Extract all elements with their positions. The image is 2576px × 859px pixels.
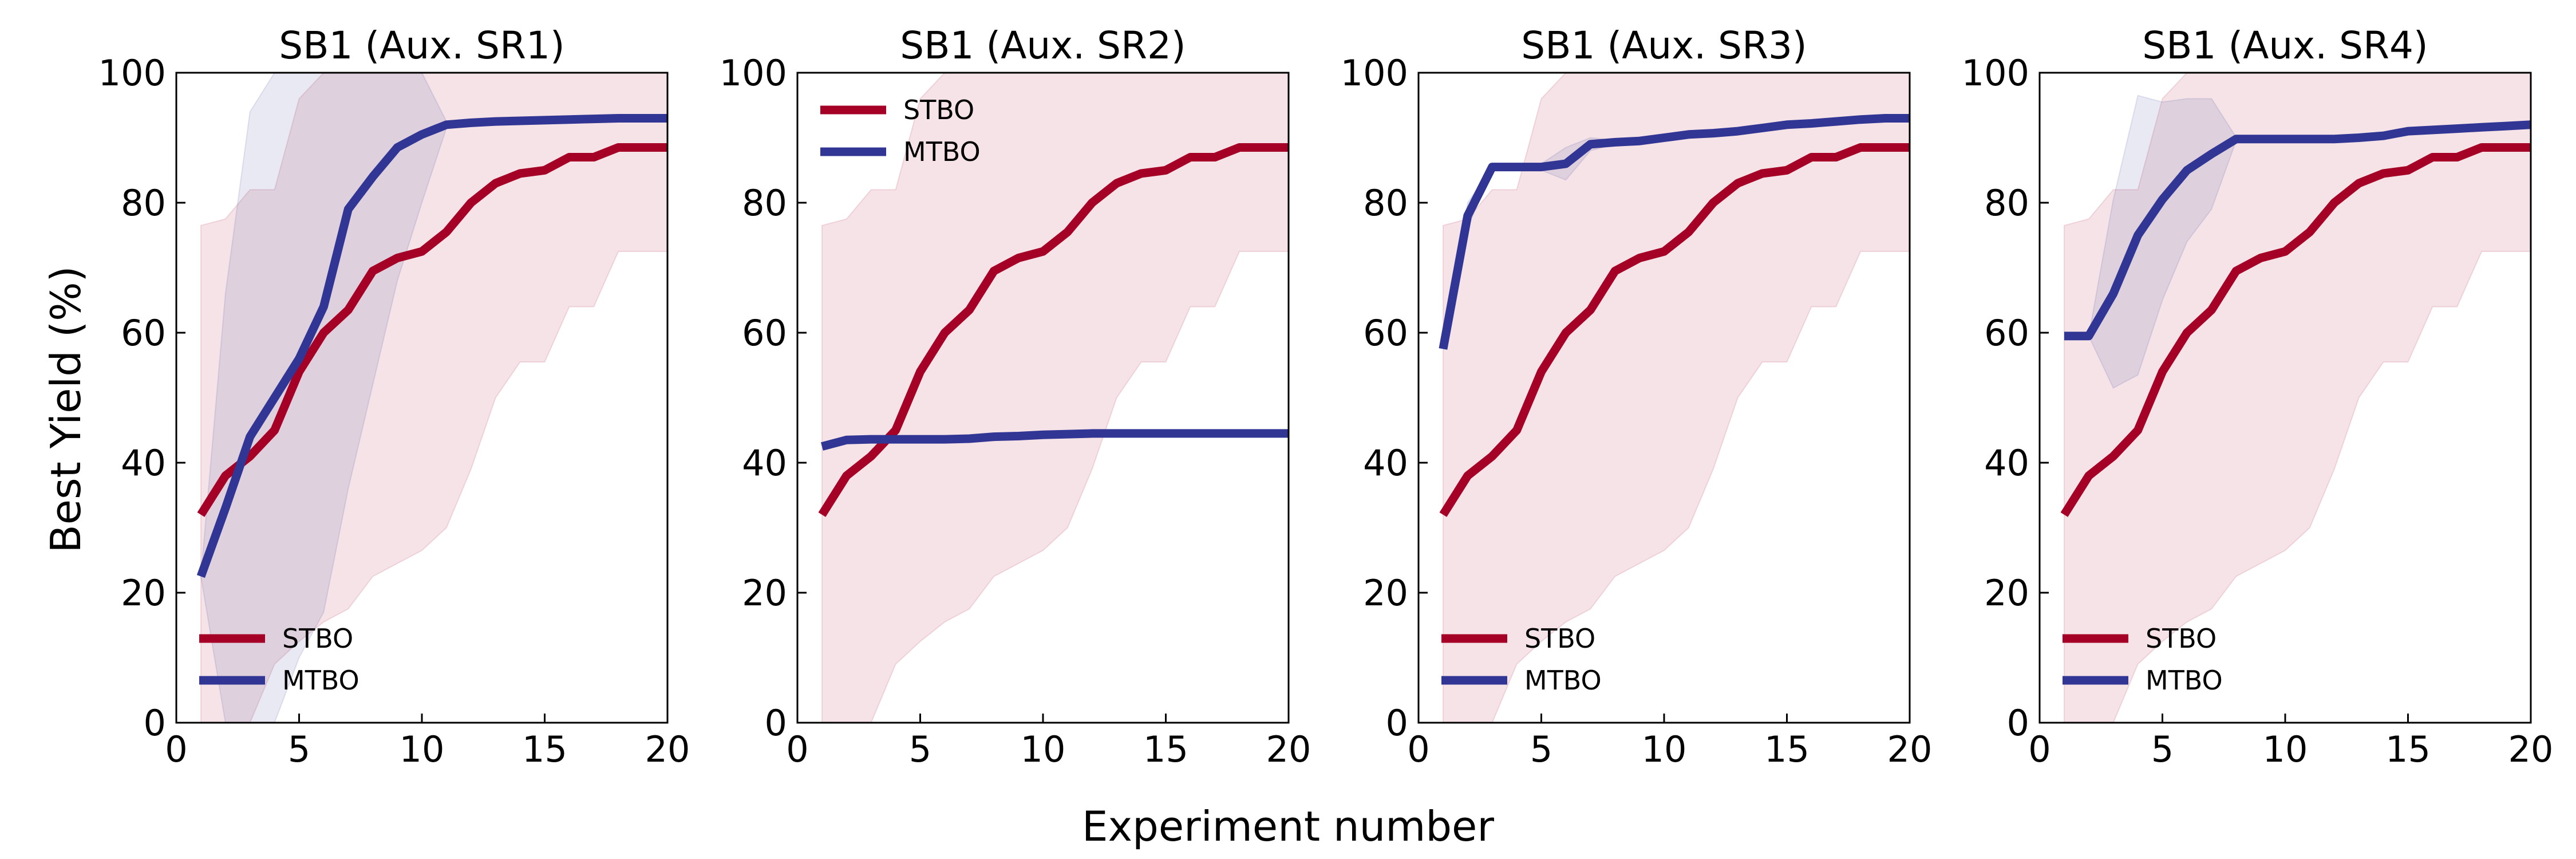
y-tick-label: 40 <box>742 442 787 484</box>
y-tick-label: 60 <box>1363 312 1408 354</box>
y-tick-label: 20 <box>1984 572 2029 614</box>
band-mtbo <box>1442 117 1910 349</box>
line-stbo <box>197 143 667 517</box>
figure-ylabel: Best Yield (%) <box>42 266 90 553</box>
x-tick-label: 20 <box>2508 728 2554 770</box>
x-tick-label: 15 <box>522 728 567 770</box>
band-mtbo <box>200 73 667 723</box>
plot-area <box>1439 73 1910 723</box>
legend: STBO MTBO <box>199 623 359 696</box>
x-tick-label: 5 <box>909 728 931 770</box>
x-tick-label: 10 <box>400 728 445 770</box>
legend-label-mtbo: MTBO <box>903 136 981 167</box>
panel-title: SB1 (Aux. SR2) <box>900 23 1186 68</box>
band-mtbo <box>2064 94 2531 389</box>
x-tick-label: 10 <box>1021 728 1066 770</box>
y-tick-label: 80 <box>1363 182 1408 224</box>
band-stbo <box>1442 73 1910 723</box>
y-tick-label: 100 <box>720 52 787 94</box>
plot-area <box>2060 73 2531 723</box>
y-tick-label: 40 <box>121 442 166 484</box>
y-tick-label: 100 <box>1341 52 1408 94</box>
x-tick-label: 15 <box>2385 728 2431 770</box>
band-stbo <box>821 73 1289 723</box>
chart-panel-3: 0 5 10 15 20 0 20 40 60 80 100 SB1 (Aux. SR3) STBO MT… <box>1341 23 1933 770</box>
panel-title: SB1 (Aux. SR3) <box>1521 23 1807 68</box>
legend-label-mtbo: MTBO <box>282 665 359 696</box>
y-tick-label: 100 <box>98 52 166 94</box>
y-tick-label: 80 <box>742 182 787 224</box>
y-tick-label: 80 <box>1984 182 2029 224</box>
x-tick-label: 10 <box>1642 728 1687 770</box>
x-tick-label: 5 <box>1530 728 1552 770</box>
line-stbo <box>1439 143 1910 517</box>
line-mtbo <box>1439 114 1910 350</box>
y-tick-label: 0 <box>2007 702 2029 744</box>
x-tick-label: 20 <box>645 728 690 770</box>
chart-panel-1: 0 5 10 15 20 0 20 40 60 80 100 SB1 (Aux. SR1) STBO MT… <box>98 23 690 770</box>
x-tick-label: 5 <box>288 728 310 770</box>
x-tick-label: 0 <box>165 728 187 770</box>
y-tick-label: 40 <box>1363 442 1408 484</box>
x-tick-label: 5 <box>2151 728 2174 770</box>
legend-label-mtbo: MTBO <box>2146 665 2223 696</box>
x-tick-label: 20 <box>1887 728 1933 770</box>
x-tick-label: 15 <box>1764 728 1809 770</box>
chart-panel-2: 0 5 10 15 20 0 20 40 60 80 100 SB1 (Aux. SR2) STBO MT… <box>720 23 1311 770</box>
plot-area <box>196 73 667 723</box>
line-stbo <box>818 143 1289 517</box>
x-tick-label: 15 <box>1143 728 1188 770</box>
y-tick-label: 20 <box>1363 572 1408 614</box>
line-mtbo <box>820 429 1289 451</box>
y-tick-label: 0 <box>765 702 787 744</box>
legend: STBO MTBO <box>2063 623 2223 696</box>
y-tick-label: 60 <box>121 312 166 354</box>
legend: STBO MTBO <box>1441 623 1602 696</box>
legend-label-stbo: STBO <box>282 623 353 654</box>
x-tick-label: 0 <box>786 728 808 770</box>
legend-label-stbo: STBO <box>903 94 974 125</box>
band-stbo <box>200 73 667 723</box>
y-tick-label: 20 <box>121 572 166 614</box>
legend-label-stbo: STBO <box>1524 623 1595 654</box>
x-tick-label: 20 <box>1266 728 1311 770</box>
line-stbo <box>2060 143 2531 517</box>
y-tick-label: 80 <box>121 182 166 224</box>
chart-panel-4: 0 5 10 15 20 0 20 40 60 80 100 SB1 (Aux. SR4) STBO MT… <box>1962 23 2554 770</box>
panel-title: SB1 (Aux. SR4) <box>2142 23 2428 68</box>
legend-label-stbo: STBO <box>2146 623 2217 654</box>
line-mtbo <box>2064 120 2531 341</box>
band-stbo <box>2063 73 2531 723</box>
line-mtbo <box>196 114 667 578</box>
y-tick-label: 0 <box>1386 702 1408 744</box>
y-tick-label: 100 <box>1962 52 2029 94</box>
panel-title: SB1 (Aux. SR1) <box>279 23 564 68</box>
y-tick-label: 60 <box>1984 312 2029 354</box>
y-tick-label: 60 <box>742 312 787 354</box>
y-tick-label: 0 <box>144 702 166 744</box>
figure-xlabel: Experiment number <box>1082 802 1494 850</box>
x-tick-label: 10 <box>2263 728 2308 770</box>
legend: STBO MTBO <box>820 94 981 167</box>
y-tick-label: 40 <box>1984 442 2029 484</box>
y-tick-label: 20 <box>742 572 787 614</box>
x-tick-label: 0 <box>2028 728 2050 770</box>
legend-label-mtbo: MTBO <box>1524 665 1602 696</box>
plot-area <box>818 73 1289 723</box>
x-tick-label: 0 <box>1407 728 1429 770</box>
